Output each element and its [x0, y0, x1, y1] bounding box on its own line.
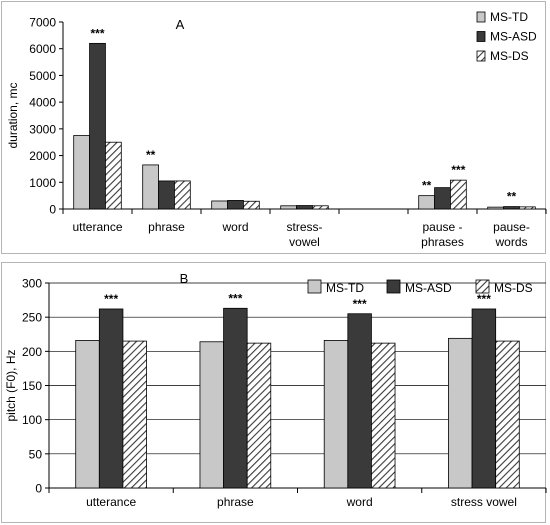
chart-a-ytick-label: 5000 [29, 69, 56, 83]
chart-a-significance-mark: *** [451, 163, 465, 177]
chart-a-legend-label-ms-ds: MS-DS [490, 49, 529, 63]
chart-b-bar-ms-td-word [323, 340, 349, 489]
chart-a-significance-mark: ** [507, 190, 517, 204]
chart-a-bar-ms-asd-pause-phrases [434, 187, 451, 210]
chart-a-legend-label-ms-td: MS-TD [490, 10, 528, 24]
chart-b-ytick-label: 200 [22, 345, 42, 359]
chart-a-bar-ms-asd-utterance [89, 42, 106, 210]
chart-a-bar-ms-asd-pause-words [503, 206, 520, 210]
chart-b-bar-ms-ds-utterance [122, 340, 147, 489]
chart-a-svg: 01000200030004000500060007000***********… [6, 10, 547, 249]
chart-a-category-label: utterance [72, 220, 122, 234]
chart-b-significance-mark: *** [353, 297, 367, 311]
chart-a-bar-ms-td-stress-vowel [280, 205, 297, 210]
chart-a-bar-ms-td-phrase [142, 164, 159, 210]
chart-a-bar-ms-td-pause-words [487, 206, 504, 210]
chart-a-ytick-label: 6000 [29, 42, 56, 56]
chart-b-significance-mark: *** [228, 291, 242, 305]
chart-a-ytick-label: 0 [49, 203, 56, 217]
chart-a-bar-ms-ds-phrase [174, 180, 191, 210]
chart-a-bar-ms-asd-phrase [158, 180, 175, 210]
chart-a-legend-label-ms-asd: MS-ASD [490, 30, 537, 44]
chart-a-category-label: word [221, 220, 248, 234]
chart-b-bar-ms-td-stress-vowel [448, 337, 473, 489]
chart-a-category-label: pause -phrases [421, 220, 464, 249]
chart-b-legend-label-ms-asd: MS-ASD [405, 281, 452, 295]
chart-a-bar-ms-asd-word [227, 200, 244, 210]
chart-b-bar-ms-ds-word [371, 342, 396, 489]
chart-a-significance-mark: ** [422, 179, 432, 193]
chart-a-bar-ms-asd-stress-vowel [296, 205, 313, 210]
chart-b-ytick-label: 300 [22, 277, 42, 291]
chart-panel-b: 0 50 100 150 200 250 300 *** *** *** *** utterance p… [1, 262, 547, 523]
chart-b-bar-ms-asd-phrase [223, 307, 248, 489]
chart-a-category-label: phrase [148, 220, 185, 234]
chart-b-bar-ms-asd-word [347, 313, 372, 489]
chart-a-ytick-label: 7000 [29, 16, 56, 30]
chart-b-legend-swatch-ms-ds [475, 279, 490, 294]
chart-a-legend-swatch-ms-ds [476, 50, 486, 62]
chart-a-bar-ms-td-word [211, 200, 228, 210]
chart-a-y-axis-label: duration, mc [6, 82, 20, 148]
chart-b-legend-label-ms-td: MS-TD [326, 281, 364, 295]
chart-b-bar-ms-asd-utterance [98, 308, 124, 489]
chart-b-bar-ms-ds-phrase [246, 342, 272, 489]
chart-b-ytick-label: 100 [22, 413, 42, 427]
chart-b-bar-ms-td-phrase [199, 341, 224, 489]
chart-b-ytick-label: 250 [22, 311, 42, 325]
chart-a-category-label: stress-vowel [287, 220, 323, 249]
chart-a-ytick-label: 3000 [29, 122, 56, 136]
chart-a-bar-ms-ds-word [243, 200, 260, 210]
chart-b-significance-mark: *** [104, 292, 118, 306]
chart-a-legend: MS-TD MS-ASD MS-DS [476, 10, 537, 63]
chart-a-bar-ms-td-utterance [73, 135, 90, 210]
chart-a-significance-mark: ** [146, 148, 156, 162]
chart-b-legend-label-ms-ds: MS-DS [494, 281, 533, 295]
chart-a-category-label: pause-words [493, 220, 530, 249]
chart-b-ytick-label: 150 [22, 379, 42, 393]
chart-b-category-label: word [346, 495, 373, 509]
chart-a-panel-label: A [176, 17, 185, 32]
chart-b-bar-ms-asd-stress-vowel [471, 308, 497, 489]
chart-a-legend-swatch-ms-asd [476, 31, 486, 42]
chart-b-bar-ms-ds-stress-vowel [495, 340, 520, 489]
chart-a-ytick-label: 1000 [29, 176, 56, 190]
chart-a-bar-ms-ds-pause-words [519, 206, 536, 210]
chart-b-legend-swatch-ms-asd [386, 279, 401, 294]
chart-b-significance-mark: *** [477, 292, 491, 306]
chart-a-bar-ms-td-pause-phrases [418, 195, 435, 210]
chart-b-legend-swatch-ms-td [307, 279, 322, 294]
chart-a-bar-ms-ds-pause-phrases [450, 179, 467, 210]
chart-a-ytick-label: 2000 [29, 149, 56, 163]
chart-b-ytick-label: 0 [35, 482, 42, 496]
chart-b-legend: MS-TD MS-ASD MS-DS [307, 279, 533, 295]
chart-b-ytick-label: 50 [29, 447, 43, 461]
chart-b-svg: 0 50 100 150 200 250 300 *** *** *** *** utterance p… [4, 271, 547, 509]
chart-b-category-label: stress vowel [451, 495, 517, 509]
chart-a-significance-mark: *** [90, 26, 104, 40]
chart-b-y-axis-label: pitch (F0), Hz [4, 349, 18, 421]
chart-panel-a: 0 1000 2000 3000 4000 5000 6000 7000 *** ** ** *** *… [1, 1, 547, 254]
chart-a-legend-swatch-ms-td [476, 11, 486, 23]
chart-b-category-label: utterance [86, 495, 136, 509]
chart-a-ytick-label: 4000 [29, 96, 56, 110]
chart-b-bar-ms-td-utterance [75, 340, 100, 489]
chart-a-bar-ms-ds-stress-vowel [312, 205, 329, 210]
chart-b-panel-label: B [180, 271, 189, 286]
chart-a-bar-ms-ds-utterance [105, 141, 122, 210]
chart-b-category-label: phrase [217, 495, 254, 509]
